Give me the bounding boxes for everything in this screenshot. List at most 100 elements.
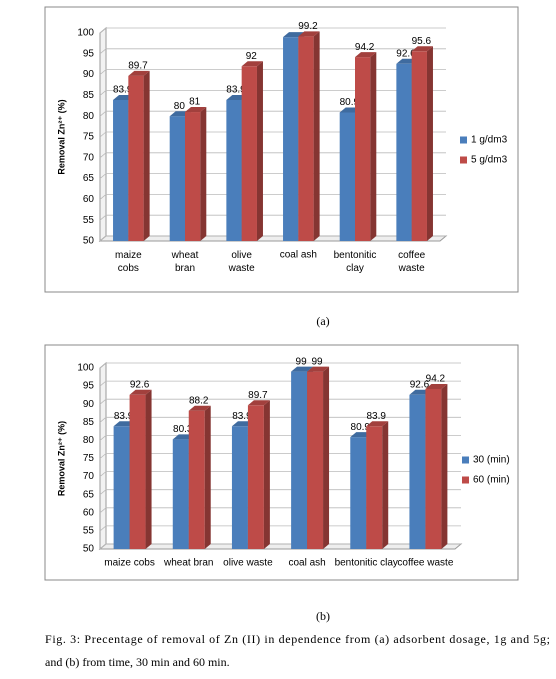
- bar: [396, 63, 412, 242]
- value-label: 92.6: [410, 379, 430, 390]
- y-tick-label: 70: [83, 152, 95, 163]
- grid-line: [99, 362, 461, 369]
- y-tick-label: 75: [83, 132, 95, 143]
- y-tick-label: 80: [83, 435, 95, 446]
- floor: [98, 235, 448, 242]
- grid-line: [99, 507, 461, 514]
- grid-line: [99, 471, 461, 477]
- x-tick-label: bentonitic clay: [335, 558, 398, 569]
- bar-top: [129, 389, 152, 395]
- value-label: 80: [174, 101, 186, 112]
- y-tick-label: 60: [83, 507, 95, 518]
- legend-swatch: [460, 136, 467, 144]
- chart-frame: [44, 6, 519, 293]
- bar-side: [145, 389, 152, 549]
- value-label: 94.2: [355, 42, 375, 53]
- bar: [409, 394, 426, 549]
- caption: Fig. 3: Precentage of removal of Zn (II)…: [45, 632, 550, 646]
- bar-top: [411, 46, 433, 52]
- grid-line: [99, 110, 446, 117]
- bar: [129, 394, 146, 549]
- grid-line: [99, 214, 446, 221]
- y-tick-label: 50: [83, 544, 95, 555]
- grid-line: [99, 193, 446, 200]
- value-label: 80.9: [340, 97, 360, 108]
- legend-swatch: [460, 156, 467, 164]
- bar: [298, 36, 314, 241]
- grid-line: [99, 48, 446, 55]
- bar-top: [128, 70, 150, 76]
- grid-line: [99, 525, 461, 532]
- bar-side: [256, 61, 263, 241]
- value-label: 94.2: [426, 374, 446, 385]
- bar-side: [323, 366, 330, 549]
- bar: [350, 437, 367, 549]
- y-tick-label: 80: [83, 111, 95, 122]
- grid-line: [99, 453, 461, 459]
- value-label: 83.9: [113, 85, 133, 96]
- bar-top: [188, 405, 211, 411]
- value-label: 92.6: [396, 48, 416, 59]
- bar-top: [241, 61, 263, 67]
- bar: [128, 75, 144, 242]
- legend-label: 5 g/dm3: [471, 155, 508, 166]
- x-tick-label: coal ash: [280, 250, 317, 261]
- bar: [366, 426, 383, 549]
- bar-top: [307, 366, 330, 372]
- bar-top: [355, 52, 377, 58]
- grid-line: [99, 69, 446, 75]
- bar: [339, 112, 355, 242]
- bar: [291, 371, 308, 549]
- y-axis-title: Removal Zn²⁺ (%): [56, 99, 66, 174]
- bar-side: [204, 405, 211, 549]
- value-label: 89.7: [128, 60, 148, 71]
- bar-side: [313, 31, 320, 241]
- y-tick-label: 55: [83, 215, 95, 226]
- grid-line: [99, 131, 446, 138]
- value-label: 88.2: [189, 395, 209, 406]
- bar-side: [200, 107, 207, 241]
- legend-label: 30 (min): [473, 455, 510, 466]
- value-label: 89.7: [248, 390, 268, 401]
- panel-label: (a): [316, 314, 329, 328]
- bar-side: [370, 52, 377, 242]
- bar: [188, 410, 205, 549]
- value-label: 83.9: [232, 411, 252, 422]
- bar-side: [426, 46, 433, 241]
- y-tick-label: 65: [83, 173, 95, 184]
- bar: [169, 116, 185, 241]
- bar-side: [382, 421, 389, 549]
- y-tick-label: 70: [83, 471, 95, 482]
- bar-side: [263, 400, 270, 549]
- value-label: 95.6: [412, 36, 432, 47]
- grid-line: [99, 398, 461, 405]
- caption: and (b) from time, 30 min and 60 min.: [45, 655, 230, 669]
- value-label: 80.3: [173, 424, 193, 435]
- value-label: 92: [246, 51, 258, 62]
- y-tick-label: 60: [83, 194, 95, 205]
- y-tick-label: 75: [83, 453, 95, 464]
- grid-line: [99, 489, 461, 496]
- y-tick-label: 95: [83, 381, 95, 392]
- y-tick-label: 55: [83, 526, 95, 537]
- y-axis-title: Removal Zn²⁺ (%): [56, 421, 66, 496]
- x-tick-label: wheat bran: [171, 250, 199, 274]
- bar-side: [441, 383, 448, 549]
- x-tick-label: olive waste: [228, 250, 256, 274]
- grid-line: [99, 416, 461, 423]
- x-tick-label: coffee waste: [398, 250, 426, 274]
- y-tick-label: 65: [83, 489, 95, 500]
- value-label: 83.9: [114, 411, 134, 422]
- grid-line: [99, 235, 446, 242]
- x-tick-label: bentonitic clay: [334, 250, 377, 274]
- panel-label: (b): [316, 609, 330, 623]
- y-tick-label: 100: [77, 363, 94, 374]
- bar: [226, 99, 242, 241]
- grid-line: [99, 27, 446, 34]
- value-label: 99: [296, 356, 308, 367]
- bar-top: [366, 421, 389, 427]
- bar: [113, 426, 130, 549]
- bar: [231, 426, 248, 549]
- floor: [98, 543, 463, 550]
